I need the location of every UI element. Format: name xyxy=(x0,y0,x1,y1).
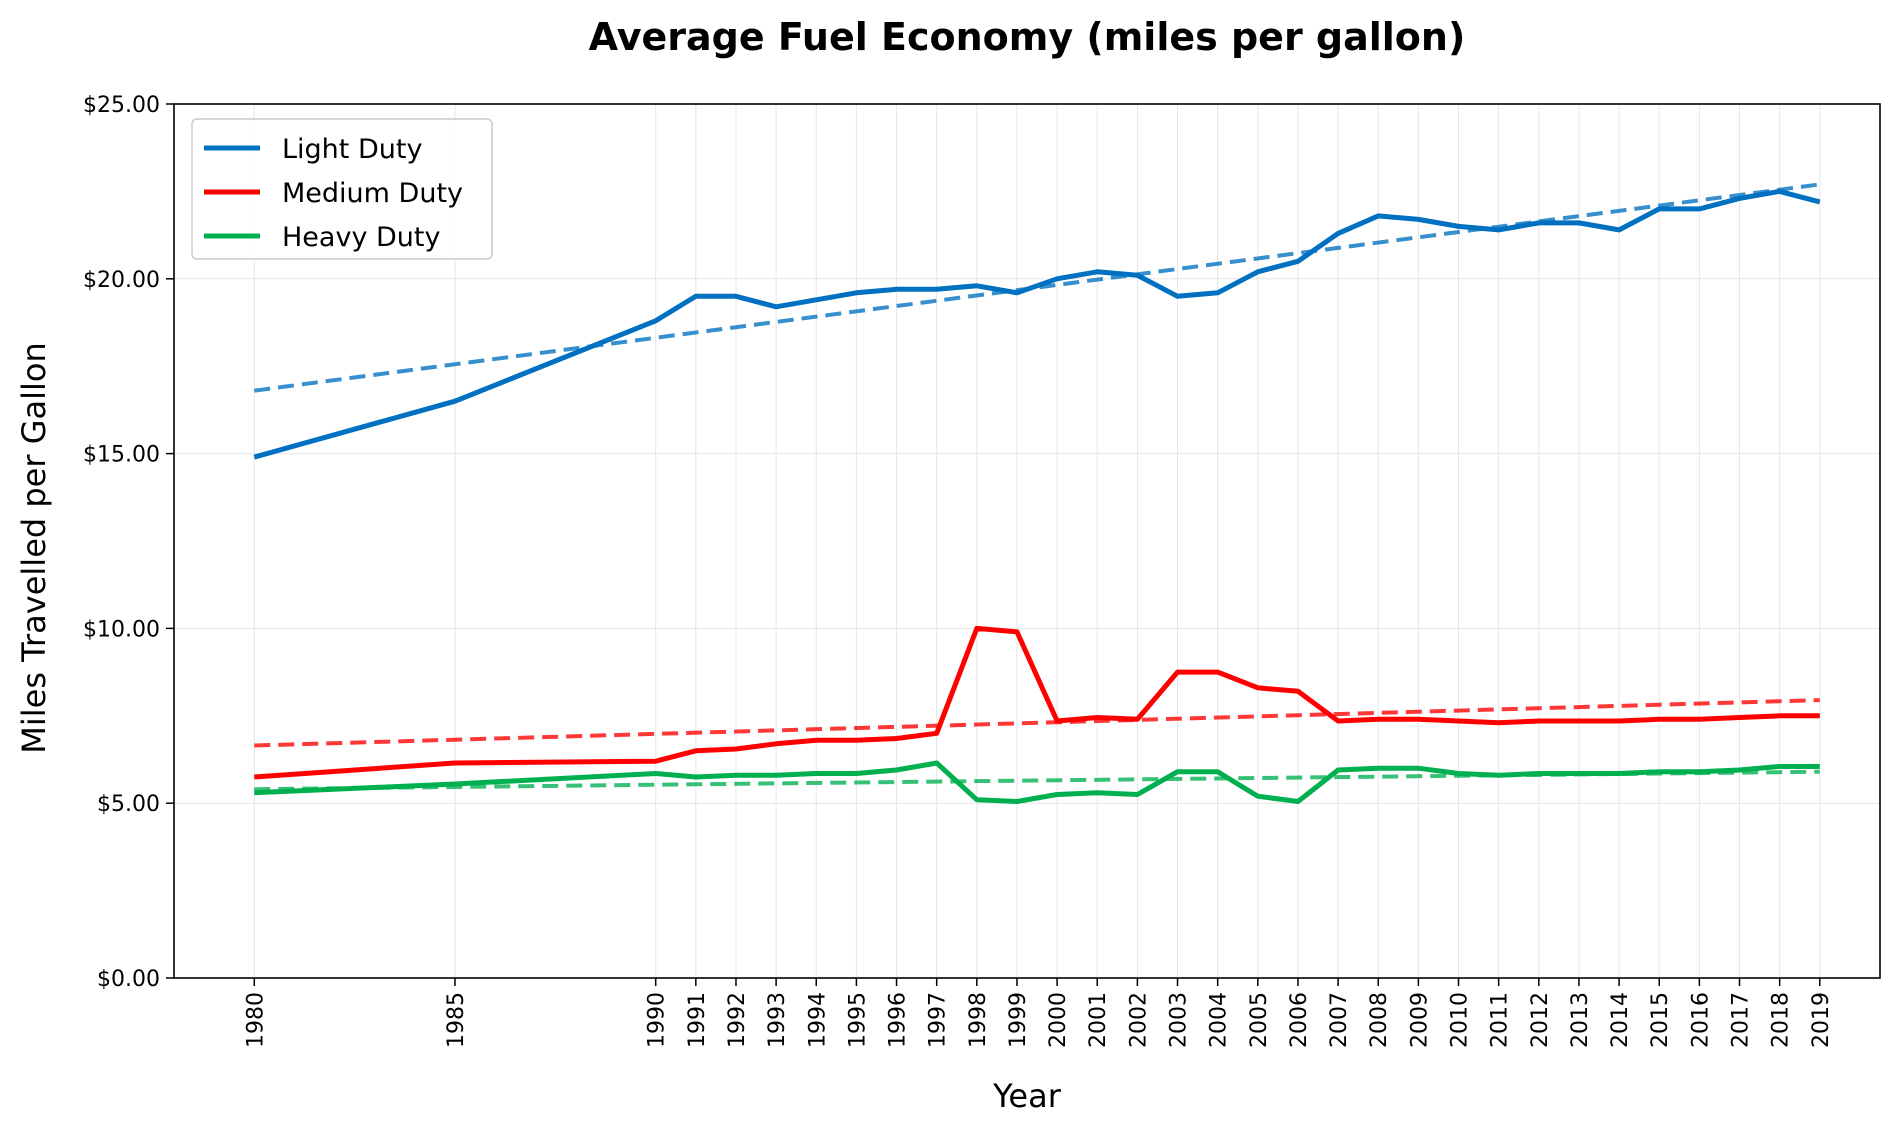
trend-line-medium-duty xyxy=(254,698,1820,748)
x-tick-label: 1998 xyxy=(966,992,991,1048)
x-tick-label: 2019 xyxy=(1809,992,1834,1048)
x-tick-label: 1991 xyxy=(685,992,710,1048)
y-axis: $0.00 $5.00 $10.00 $15.00 $20.00 $25.00 xyxy=(83,93,174,992)
y-axis-label: Miles Travelled per Gallon xyxy=(15,342,53,753)
y-tick-label: $10.00 xyxy=(83,617,160,642)
x-tick-label: 1992 xyxy=(725,992,750,1048)
x-tick-label: 1999 xyxy=(1006,992,1031,1048)
legend: Light Duty Medium Duty Heavy Duty xyxy=(191,118,493,260)
x-tick-label: 2005 xyxy=(1247,992,1272,1048)
x-tick-label: 2018 xyxy=(1769,992,1794,1048)
x-tick-label: 1985 xyxy=(444,992,469,1048)
trend-lines xyxy=(254,182,1821,792)
series-lines xyxy=(253,188,1821,804)
x-tick-label: 2009 xyxy=(1407,992,1432,1048)
x-tick-label: 2014 xyxy=(1608,992,1633,1048)
x-tick-label: 2007 xyxy=(1327,992,1352,1048)
legend-box xyxy=(191,118,493,260)
x-tick-label: 2012 xyxy=(1528,992,1553,1048)
series-line-light-duty xyxy=(253,188,1821,460)
y-tick-label: $0.00 xyxy=(97,967,160,992)
chart-title: Average Fuel Economy (miles per gallon) xyxy=(589,15,1466,59)
x-tick-label: 1994 xyxy=(805,992,830,1048)
x-tick-label: 2006 xyxy=(1287,992,1312,1048)
x-tick-label: 2002 xyxy=(1126,992,1151,1048)
plot-area-frame xyxy=(173,103,1881,979)
x-tick-label: 1990 xyxy=(645,992,670,1048)
x-tick-label: 2016 xyxy=(1688,992,1713,1048)
x-tick-label: 2001 xyxy=(1086,992,1111,1048)
x-tick-label: 1980 xyxy=(243,992,268,1048)
x-tick-label: 2017 xyxy=(1729,992,1754,1048)
x-tick-label: 2003 xyxy=(1167,992,1192,1048)
legend-label: Light Duty xyxy=(282,134,422,165)
legend-label: Medium Duty xyxy=(282,178,463,209)
series-line-medium-duty xyxy=(254,625,1820,780)
y-tick-label: $15.00 xyxy=(83,443,160,468)
series-line-heavy-duty xyxy=(254,760,1820,804)
x-tick-label: 1995 xyxy=(845,992,870,1048)
x-tick-label: 2011 xyxy=(1488,992,1513,1048)
x-axis: 1980 1985 1990 1991 1992 1993 1994 1995 1996 1997… xyxy=(243,978,1834,1048)
x-tick-label: 1997 xyxy=(926,992,951,1048)
x-tick-label: 1996 xyxy=(886,992,911,1048)
y-tick-label: $25.00 xyxy=(83,93,160,118)
x-axis-label: Year xyxy=(992,1077,1062,1115)
x-tick-label: 2010 xyxy=(1448,992,1473,1048)
legend-label: Heavy Duty xyxy=(282,222,440,253)
x-tick-label: 2008 xyxy=(1367,992,1392,1048)
x-tick-label: 2004 xyxy=(1207,992,1232,1048)
x-tick-label: 2000 xyxy=(1046,992,1071,1048)
x-tick-label: 2013 xyxy=(1568,992,1593,1048)
x-tick-label: 2015 xyxy=(1648,992,1673,1048)
x-tick-label: 1993 xyxy=(765,992,790,1048)
y-tick-label: $20.00 xyxy=(83,268,160,293)
y-tick-label: $5.00 xyxy=(97,792,160,817)
